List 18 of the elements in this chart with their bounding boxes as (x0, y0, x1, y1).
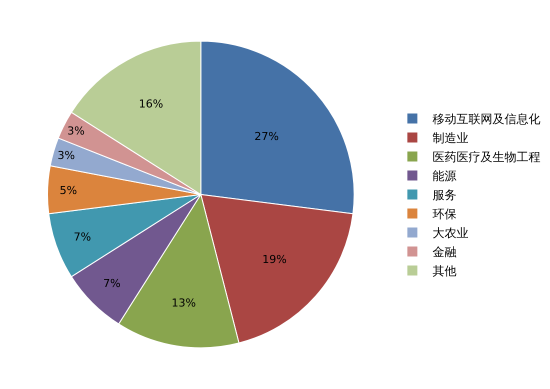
legend-label: 能源 (432, 169, 456, 184)
legend-label: 服务 (432, 188, 456, 202)
legend-label: 金融 (432, 245, 456, 260)
legend-label: 移动互联网及信息化 (432, 112, 540, 126)
data-label: 3% (58, 148, 75, 162)
data-label: 7% (74, 230, 92, 244)
data-label: 7% (103, 277, 121, 290)
data-label: 13% (171, 296, 196, 310)
legend-label: 制造业 (432, 131, 468, 146)
legend-label: 大农业 (432, 226, 468, 240)
data-label: 19% (262, 252, 287, 266)
data-label: 27% (254, 130, 279, 144)
legend-label: 医药医疗及生物工程 (432, 150, 540, 164)
legend-label: 其他 (432, 264, 456, 278)
data-label: 5% (60, 184, 78, 197)
legend-label: 环保 (432, 207, 456, 222)
data-label: 16% (138, 97, 164, 110)
data-label: 3% (67, 124, 85, 138)
